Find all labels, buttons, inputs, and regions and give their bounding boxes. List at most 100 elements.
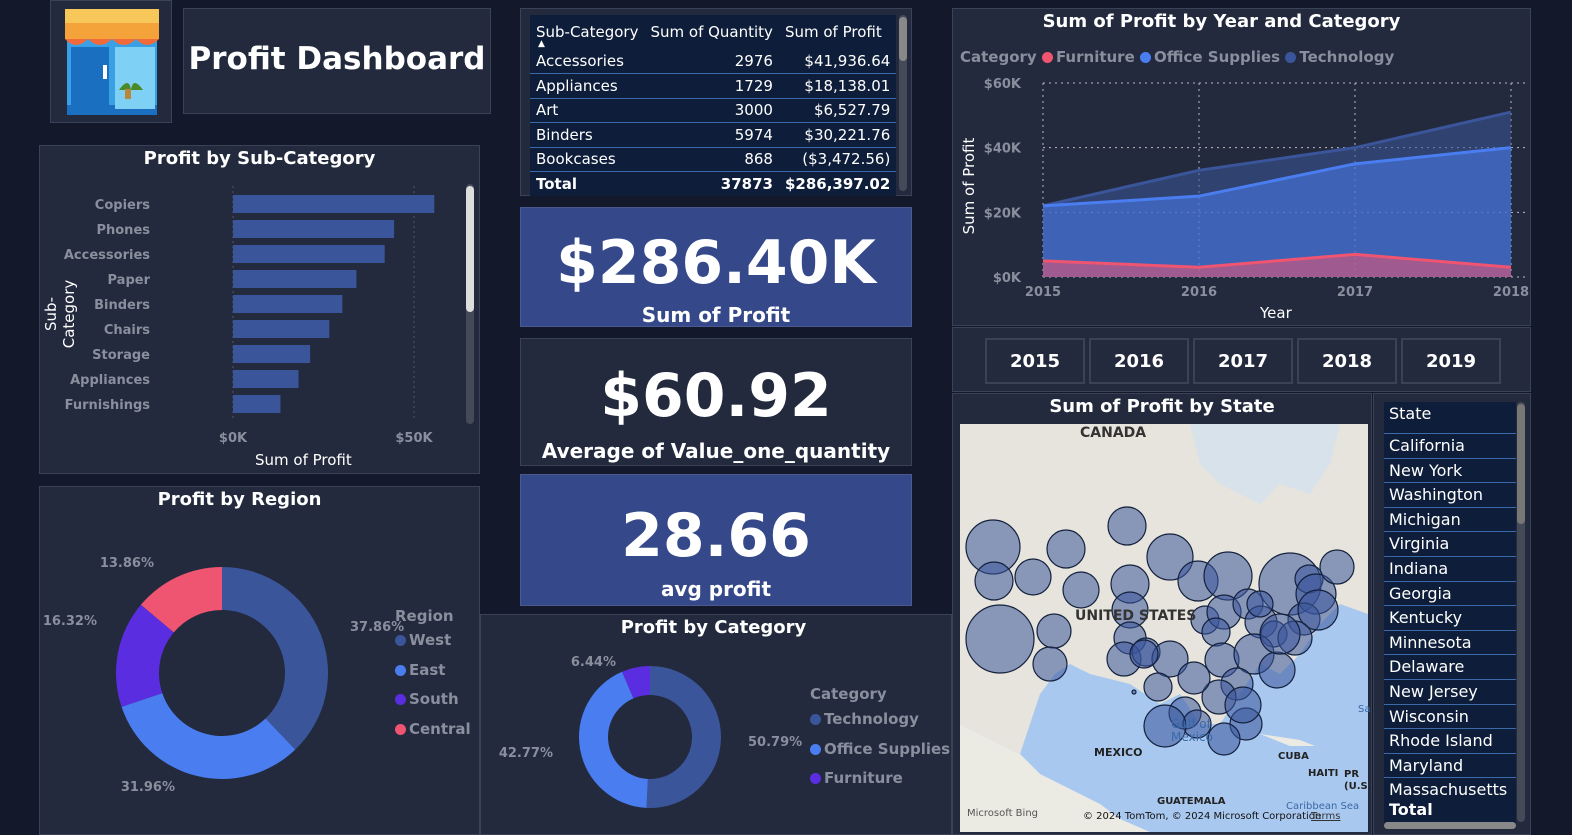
slice-label: 6.44% xyxy=(571,655,616,670)
year-button-2019[interactable]: 2019 xyxy=(1401,338,1501,384)
area-furniture[interactable] xyxy=(1043,254,1511,277)
subcategory-bar-chart: Profit by Sub-Category Copiers Phones Acce… xyxy=(39,145,480,474)
map-label-us: UNITED STATES xyxy=(1075,608,1197,624)
state-list-item[interactable]: Delaware xyxy=(1384,655,1516,680)
year-button-2015[interactable]: 2015 xyxy=(985,338,1085,384)
slice-office-supplies[interactable] xyxy=(579,671,648,808)
year-button-2017[interactable]: 2017 xyxy=(1193,338,1293,384)
slice-east[interactable] xyxy=(121,693,296,779)
state-bubble[interactable] xyxy=(1201,617,1231,647)
y-tick: $60K xyxy=(984,77,1022,92)
state-list-header[interactable]: State xyxy=(1384,402,1516,434)
bar-binders[interactable] xyxy=(233,295,343,313)
state-list-item[interactable]: Virginia xyxy=(1384,532,1516,557)
state-bubble[interactable] xyxy=(1259,613,1301,655)
table-row[interactable]: Binders 5974 $30,221.76 xyxy=(530,122,897,147)
state-bubble[interactable] xyxy=(1224,686,1262,724)
line-furniture[interactable] xyxy=(1042,252,1512,269)
col-header-profit[interactable]: Sum of Profit xyxy=(784,23,882,41)
category-legend-item[interactable]: Office Supplies xyxy=(810,740,950,758)
bar-chairs[interactable] xyxy=(233,320,330,338)
state-bubble[interactable] xyxy=(1062,571,1100,609)
state-bubble[interactable] xyxy=(1258,651,1296,689)
state-list-hscroll[interactable] xyxy=(1384,822,1516,829)
area-legend: Category Furniture Office Supplies Techn… xyxy=(960,48,1394,66)
year-button-2018[interactable]: 2018 xyxy=(1297,338,1397,384)
bar-paper[interactable] xyxy=(233,270,357,288)
table-row[interactable]: Accessories 2976 $41,936.64 xyxy=(530,49,897,74)
state-bubble-map[interactable] xyxy=(960,424,1368,832)
line-technology[interactable] xyxy=(1042,110,1512,208)
region-legend-item[interactable]: South xyxy=(395,690,459,708)
state-list-item[interactable]: Wisconsin xyxy=(1384,704,1516,730)
table-row[interactable]: Appliances 1729 $18,138.01 xyxy=(530,73,897,98)
map-terms-link[interactable]: Terms xyxy=(1311,811,1341,822)
state-bubble[interactable] xyxy=(965,604,1035,674)
state-bubble[interactable] xyxy=(1107,506,1147,546)
bar-accessories[interactable] xyxy=(233,245,385,263)
kpi-avg-profit-value: 28.66 xyxy=(621,501,811,571)
state-list-item[interactable]: Kentucky xyxy=(1384,606,1516,631)
line-office-supplies[interactable] xyxy=(1042,146,1512,208)
state-list-item[interactable]: Maryland xyxy=(1384,753,1516,779)
state-list-item[interactable]: Washington xyxy=(1384,483,1516,508)
state-list-item[interactable]: California xyxy=(1384,434,1516,459)
legend-item-furniture[interactable]: Furniture xyxy=(1041,48,1135,66)
slice-technology[interactable] xyxy=(646,666,721,808)
state-bubble[interactable] xyxy=(1046,529,1086,569)
state-list-total[interactable]: Total xyxy=(1384,798,1516,823)
state-list-item[interactable]: Indiana xyxy=(1384,556,1516,582)
table-scroll-thumb[interactable] xyxy=(899,17,907,61)
category-legend-item[interactable]: Furniture xyxy=(810,769,903,787)
slice-furniture[interactable] xyxy=(622,666,650,699)
legend-item-office-supplies[interactable]: Office Supplies xyxy=(1140,48,1280,66)
state-list-item[interactable]: Michigan xyxy=(1384,507,1516,533)
state-list-item[interactable]: Minnesota xyxy=(1384,630,1516,656)
table-row[interactable]: Art 3000 $6,527.79 xyxy=(530,98,897,123)
region-legend-item[interactable]: West xyxy=(395,631,451,649)
state-bubble[interactable] xyxy=(1297,589,1339,631)
bar-storage[interactable] xyxy=(233,345,311,363)
region-legend-item[interactable]: East xyxy=(395,661,445,679)
state-bubble[interactable] xyxy=(1143,704,1187,748)
state-list-item[interactable]: Rhode Island xyxy=(1384,729,1516,754)
category-legend-item[interactable]: Technology xyxy=(810,710,919,728)
area-office-supplies[interactable] xyxy=(1043,147,1511,277)
legend-item-technology[interactable]: Technology xyxy=(1285,48,1394,66)
state-bubble[interactable] xyxy=(1036,613,1072,649)
state-bubble[interactable] xyxy=(1146,533,1194,581)
year-button-2016[interactable]: 2016 xyxy=(1089,338,1189,384)
table-scrollbar[interactable] xyxy=(899,15,907,191)
area-chart-xlabel: Year xyxy=(1260,304,1292,322)
bar-phones[interactable] xyxy=(233,220,395,238)
state-bubble[interactable] xyxy=(974,561,1014,601)
state-bubble[interactable] xyxy=(1319,549,1355,585)
bar-chart-scroll-thumb[interactable] xyxy=(466,186,474,312)
table-row[interactable]: Bookcases 868 ($3,472.56) xyxy=(530,147,897,172)
state-list-item[interactable]: New Jersey xyxy=(1384,679,1516,705)
state-bubble[interactable] xyxy=(1032,646,1068,682)
state-bubble[interactable] xyxy=(1246,590,1274,618)
slice-south[interactable] xyxy=(116,604,174,707)
bar-appliances[interactable] xyxy=(233,370,299,388)
bar-copiers[interactable] xyxy=(233,195,435,213)
state-list-item[interactable]: New York xyxy=(1384,458,1516,484)
state-bubble[interactable] xyxy=(1177,661,1211,695)
state-bubble[interactable] xyxy=(1131,689,1137,695)
map-title: Sum of Profit by State xyxy=(1049,396,1275,417)
slice-central[interactable] xyxy=(140,567,222,633)
state-bubble[interactable] xyxy=(1129,639,1159,669)
slice-west[interactable] xyxy=(222,567,328,750)
state-bubble[interactable] xyxy=(1014,558,1052,596)
state-list-item[interactable]: Georgia xyxy=(1384,581,1516,607)
state-list-scroll-thumb[interactable] xyxy=(1517,404,1525,524)
col-header-quantity[interactable]: Sum of Quantity xyxy=(650,23,773,41)
state-list-scrollbar[interactable] xyxy=(1517,402,1525,822)
state-bubble[interactable] xyxy=(1143,672,1173,702)
state-bubble[interactable] xyxy=(1207,722,1241,756)
cell-subcategory: Art xyxy=(536,101,559,120)
region-legend-item[interactable]: Central xyxy=(395,720,471,738)
area-chart-title: Sum of Profit by Year and Category xyxy=(1042,11,1401,32)
col-header-subcategory[interactable]: Sub-Category ▲ xyxy=(536,23,639,49)
bar-furnishings[interactable] xyxy=(233,395,281,413)
